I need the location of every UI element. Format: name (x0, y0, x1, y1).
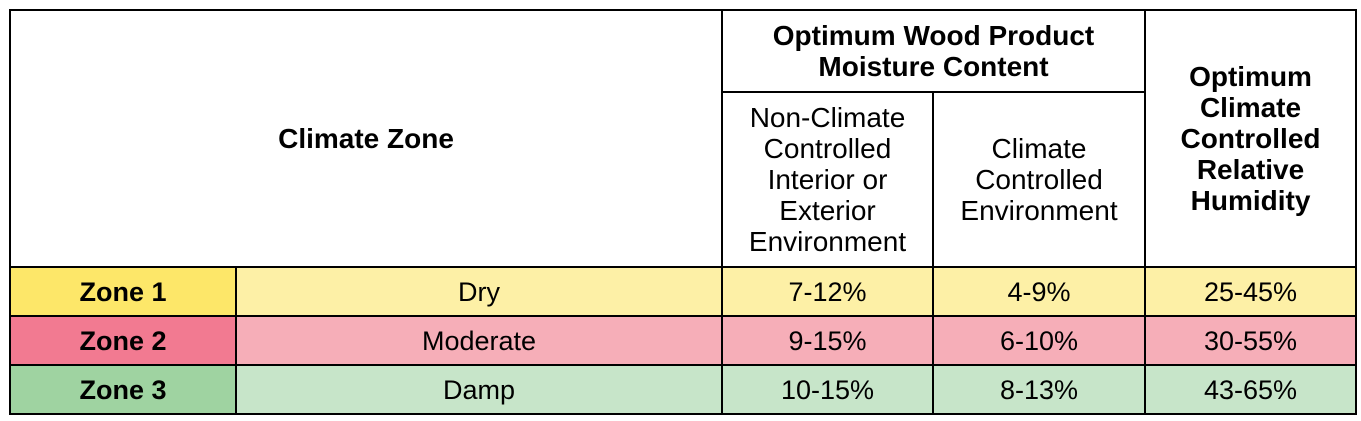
optimum-moisture-header-line: Optimum Wood Product (772, 20, 1095, 51)
non-climate-moisture-cell: 7-12% (721, 266, 934, 317)
non-climate-moisture-cell: 9-15% (721, 315, 934, 366)
subheader-row: Non-Climate Controlled Interior or Exter… (10, 91, 1356, 268)
non-climate-header-line: Interior or (767, 164, 888, 195)
table-row: Zone 2 Moderate 9-15% 6-10% 30-55% (9, 315, 1358, 366)
zone-label: Zone 3 (9, 364, 237, 415)
zone-label: Zone 1 (9, 266, 237, 317)
non-climate-header-line: Non-Climate (749, 102, 906, 133)
climate-controlled-header-line: Climate (991, 133, 1087, 164)
climate-cell: Dry (235, 266, 723, 317)
header-row: Climate Zone Optimum Wood Product Moistu… (9, 9, 1358, 268)
relative-humidity-header: Optimum Climate Controlled Relative Humi… (1144, 9, 1358, 268)
relative-humidity-header-line: Relative (1196, 154, 1305, 185)
non-climate-header-line: Exterior (779, 195, 876, 226)
climate-cell: Damp (235, 364, 723, 415)
relative-humidity-cell: 25-45% (1144, 266, 1358, 317)
relative-humidity-header-line: Climate (1199, 92, 1302, 123)
relative-humidity-header-line: Controlled (1180, 123, 1321, 154)
relative-humidity-header-line: Humidity (1190, 185, 1311, 216)
non-climate-moisture-cell: 10-15% (721, 364, 934, 415)
non-climate-controlled-header: Non-Climate Controlled Interior or Exter… (721, 91, 934, 268)
climate-controlled-header-line: Environment (960, 195, 1118, 226)
optimum-moisture-content-header: Optimum Wood Product Moisture Content (720, 9, 1147, 93)
non-climate-header-line: Environment (748, 226, 907, 257)
climate-zone-header: Climate Zone (9, 9, 723, 268)
relative-humidity-cell: 30-55% (1144, 315, 1358, 366)
climate-moisture-cell: 6-10% (931, 315, 1147, 366)
climate-moisture-cell: 4-9% (931, 266, 1147, 317)
relative-humidity-header-line: Optimum (1189, 61, 1312, 92)
table-row: Zone 1 Dry 7-12% 4-9% 25-45% (9, 266, 1358, 317)
climate-cell: Moderate (235, 315, 723, 366)
optimum-moisture-header-line: Moisture Content (818, 51, 1049, 82)
table-row: Zone 3 Damp 10-15% 8-13% 43-65% (9, 364, 1358, 415)
climate-moisture-cell: 8-13% (931, 364, 1147, 415)
climate-controlled-header: Climate Controlled Environment (931, 91, 1147, 268)
non-climate-header-line: Controlled (763, 133, 892, 164)
climate-controlled-header-line: Controlled (975, 164, 1103, 195)
relative-humidity-cell: 43-65% (1144, 364, 1358, 415)
climate-zone-header-label: Climate Zone (278, 123, 454, 154)
moisture-content-table: Climate Zone Optimum Wood Product Moistu… (9, 9, 1358, 415)
zone-label: Zone 2 (9, 315, 237, 366)
